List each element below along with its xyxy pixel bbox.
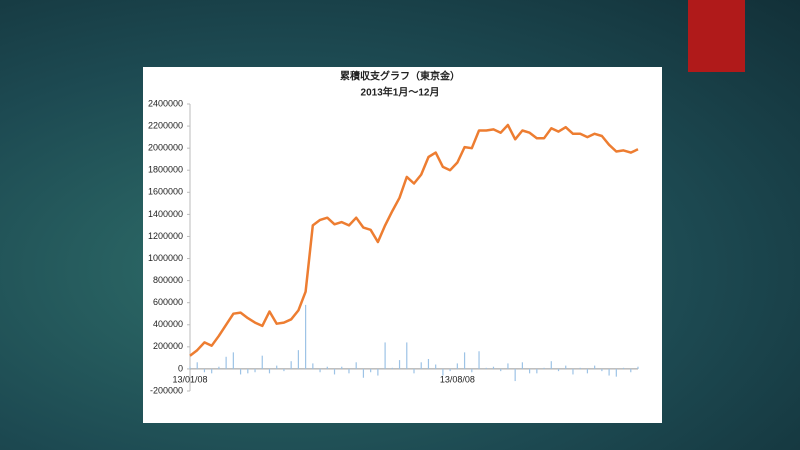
bar	[370, 368, 372, 373]
bar	[557, 368, 560, 372]
bar	[630, 368, 632, 373]
bar	[211, 368, 213, 374]
bar	[355, 362, 357, 369]
bar	[276, 365, 278, 369]
y-tick-label: 400000	[153, 319, 183, 329]
bar	[608, 368, 610, 376]
bar	[514, 368, 516, 382]
bar	[225, 356, 227, 369]
bar	[442, 368, 444, 376]
bar	[427, 358, 430, 369]
y-tick-label: 1600000	[148, 187, 183, 197]
bar	[529, 368, 531, 374]
bar	[413, 368, 415, 374]
bar	[622, 367, 625, 369]
bar	[305, 304, 307, 369]
bar	[586, 368, 589, 374]
bar	[261, 355, 263, 369]
chart-title: 累積収支グラフ（東京金）	[340, 70, 460, 83]
bar	[268, 368, 271, 374]
bar	[247, 368, 249, 374]
y-tick-label: 2400000	[148, 98, 183, 108]
bar	[572, 368, 574, 375]
bar	[290, 361, 292, 369]
bar	[232, 352, 234, 369]
bar	[283, 368, 285, 372]
bar	[398, 360, 401, 369]
y-tick-label: 0	[178, 363, 183, 373]
bar	[594, 365, 596, 369]
bar	[550, 361, 552, 369]
bar	[543, 367, 545, 369]
bar	[449, 368, 451, 372]
bar	[312, 363, 314, 369]
y-tick-label: 1400000	[148, 209, 183, 219]
bar	[536, 368, 538, 374]
line	[189, 123, 639, 357]
bar	[456, 363, 458, 369]
bar	[601, 368, 603, 372]
bar	[565, 365, 567, 369]
chart-subtitle: 2013年1月～12月	[361, 86, 440, 99]
bar	[319, 368, 321, 373]
bar	[478, 351, 480, 369]
bar	[326, 366, 328, 369]
bar	[471, 368, 473, 373]
bar	[406, 342, 408, 369]
bar	[485, 367, 487, 369]
y-tick-label: 800000	[153, 275, 183, 285]
bar	[239, 368, 242, 375]
bar	[297, 350, 299, 369]
bar	[615, 368, 617, 377]
bar	[377, 368, 379, 376]
bar	[492, 366, 495, 369]
y-tick-label: 1200000	[148, 231, 183, 241]
x-tick-label: 13/08/08	[440, 374, 475, 384]
chart-area	[143, 67, 662, 423]
x-tick-label: 13/01/08	[172, 374, 207, 384]
bar	[500, 368, 502, 372]
bar	[579, 367, 581, 369]
y-tick-label: -200000	[150, 385, 183, 395]
bar	[637, 366, 639, 369]
y-tick-label: 1000000	[148, 253, 183, 263]
bar	[521, 362, 523, 369]
bar	[196, 362, 198, 369]
bar	[218, 366, 220, 369]
bar	[203, 368, 206, 373]
bar	[384, 342, 386, 369]
accent-block	[688, 0, 745, 72]
bar	[254, 368, 256, 373]
bar	[507, 363, 509, 369]
y-tick-label: 1800000	[148, 165, 183, 175]
bar	[435, 364, 437, 369]
bar	[362, 368, 365, 378]
y-tick-label: 600000	[153, 297, 183, 307]
bar	[348, 368, 350, 374]
bar	[341, 366, 343, 369]
y-tick-label: 2200000	[148, 120, 183, 130]
y-tick-label: 2000000	[148, 143, 183, 153]
bar	[391, 367, 393, 369]
bar	[333, 368, 336, 375]
bar	[189, 366, 191, 369]
bar	[420, 362, 422, 369]
y-tick-label: 200000	[153, 341, 183, 351]
bar	[463, 352, 466, 369]
